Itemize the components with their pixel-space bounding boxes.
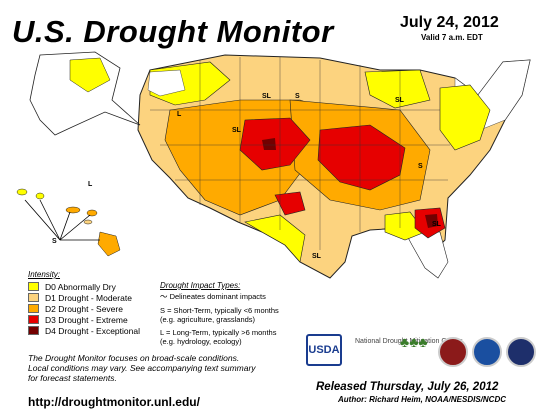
impact-long-term: L = Long-Term, typically >6 months <box>160 328 277 337</box>
map-label-l-1: L <box>177 111 182 118</box>
state-borders <box>150 57 450 250</box>
legend-item-d3: D3 Drought - Extreme <box>28 314 140 325</box>
intensity-legend: D0 Abnormally Dry D1 Drought - Moderate … <box>28 281 140 336</box>
doc-seal-icon <box>438 337 468 367</box>
map-label-sl-3: SL <box>312 253 322 260</box>
northwest-white <box>147 69 186 97</box>
impact-long-term-example: (e.g. hydrology, ecology) <box>160 337 242 346</box>
impact-short-term-example: (e.g. agriculture, grasslands) <box>160 315 256 324</box>
boundary-line-icon: 〜 <box>160 292 168 301</box>
georgia-d4 <box>425 214 438 228</box>
alaska-d0 <box>69 57 111 93</box>
midwest-d3 <box>317 124 406 191</box>
northeast-d0 <box>439 84 491 151</box>
impact-types-title: Drought Impact Types: <box>160 281 241 290</box>
map-label-sl-2: SL <box>232 127 242 134</box>
legend-item-d1: D1 Drought - Moderate <box>28 292 140 303</box>
valid-time: Valid 7 a.m. EDT <box>421 33 483 42</box>
legend-item-d0: D0 Abnormally Dry <box>28 281 140 292</box>
florida-white <box>404 231 449 279</box>
agency-seal-icon <box>506 337 536 367</box>
website-link[interactable]: http://droughtmonitor.unl.edu/ <box>28 395 200 409</box>
impact-short-term: S = Short-Term, typically <6 months <box>160 306 279 315</box>
impact-delineates: 〜 Delineates dominant impacts <box>160 292 266 301</box>
south-d3 <box>274 191 306 216</box>
release-date: Released Thursday, July 26, 2012 <box>316 381 499 393</box>
disclaimer-note: The Drought Monitor focuses on broad-sca… <box>28 353 256 383</box>
map-label-sl-5: SL <box>432 221 442 228</box>
colorado-d4 <box>262 138 276 150</box>
map-date: July 24, 2012 <box>400 14 499 31</box>
legend-item-d2: D2 Drought - Severe <box>28 303 140 314</box>
map-label-s-1: S <box>295 93 300 100</box>
author-credit: Author: Richard Heim, NOAA/NESDIS/NCDC <box>338 395 507 404</box>
nmc-logo-text: National Drought Mitigation Center <box>355 338 463 345</box>
agency-logos: USDA National Drought Mitigation Center … <box>300 326 545 374</box>
map-label-l-2: L <box>88 181 93 188</box>
hawaii-islands <box>16 188 121 257</box>
map-label-sl-4: SL <box>395 97 405 104</box>
usda-logo: USDA <box>306 334 342 366</box>
map-label-s-2: S <box>418 163 423 170</box>
map-label-sl-1: SL <box>262 93 272 100</box>
legend-item-d4: D4 Drought - Exceptional <box>28 325 140 336</box>
map-label-s-3: S <box>52 238 57 245</box>
alaska <box>29 51 141 136</box>
map-title: U.S. Drought Monitor <box>12 14 334 49</box>
tree-logo-icon: ♣♣♣ <box>400 334 428 350</box>
legend-title: Intensity: <box>28 270 61 279</box>
great-lakes-d0 <box>364 69 431 109</box>
noaa-seal-icon <box>472 337 502 367</box>
